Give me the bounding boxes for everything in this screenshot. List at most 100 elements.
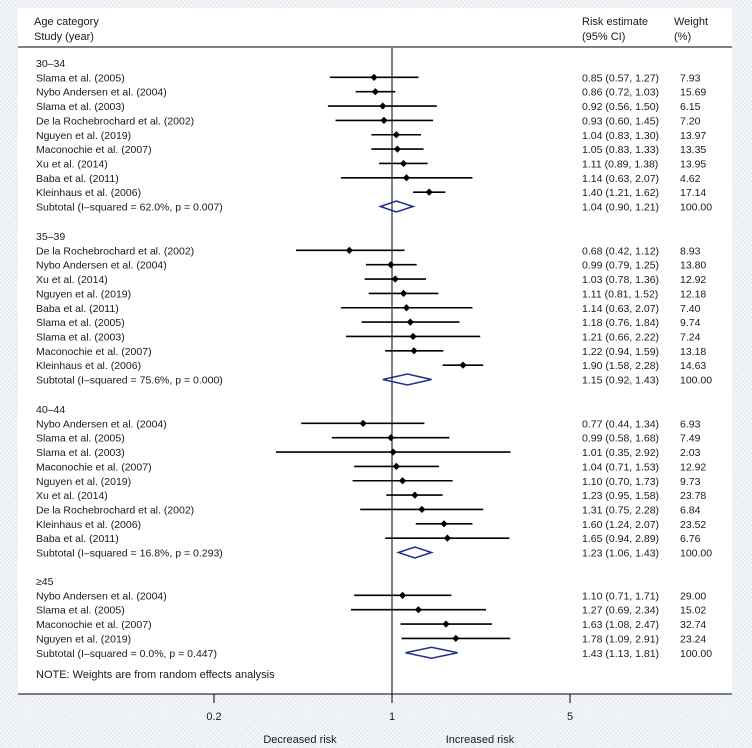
study-label: Nguyen et al. (2019)	[36, 476, 131, 488]
ci-value: 1.21 (0.66, 2.22)	[582, 331, 659, 343]
weight-value: 13.80	[680, 260, 706, 272]
study-label: De la Rochebrochard et al. (2002)	[36, 245, 194, 257]
weight-value: 7.20	[680, 115, 701, 127]
study-label: Baba et al. (2011)	[36, 303, 119, 315]
ci-value: 1.04 (0.83, 1.30)	[582, 130, 659, 142]
ci-value: 0.68 (0.42, 1.12)	[582, 245, 659, 257]
ci-value: 0.85 (0.57, 1.27)	[582, 72, 659, 84]
point-estimate-marker	[398, 591, 407, 599]
study-label: Slama et al. (2005)	[36, 317, 125, 329]
study-label: Slama et al. (2003)	[36, 447, 125, 459]
weight-value: 23.78	[680, 490, 706, 502]
subtotal-label: Subtotal (I–squared = 75.6%, p = 0.000)	[36, 375, 223, 387]
study-label: Nybo Andersen et al. (2004)	[36, 590, 167, 602]
header-weight-unit: (%)	[674, 31, 691, 43]
ci-value: 1.65 (0.94, 2.89)	[582, 533, 659, 545]
subtotal-weight-value: 100.00	[680, 548, 712, 560]
study-label: Baba et al. (2011)	[36, 173, 119, 185]
study-label: Slama et al. (2005)	[36, 605, 125, 617]
subtotal-weight-value: 100.00	[680, 375, 712, 387]
weight-value: 23.52	[680, 519, 706, 531]
point-estimate-marker	[387, 261, 395, 269]
header-weight: Weight	[674, 16, 708, 28]
weight-value: 8.93	[680, 245, 701, 257]
weight-value: 13.35	[680, 144, 706, 156]
study-label: Slama et al. (2005)	[36, 72, 125, 84]
weight-value: 6.84	[680, 504, 701, 516]
study-label: De la Rochebrochard et al. (2002)	[36, 504, 194, 516]
subtotal-diamond	[382, 373, 432, 386]
x-tick-label: 1	[389, 711, 395, 723]
ci-value: 1.31 (0.75, 2.28)	[582, 504, 659, 516]
weight-value: 29.00	[680, 590, 706, 602]
weight-value: 15.02	[680, 605, 706, 617]
ci-value: 1.23 (0.95, 1.58)	[582, 490, 659, 502]
point-estimate-marker	[402, 174, 411, 182]
ci-value: 1.18 (0.76, 1.84)	[582, 317, 659, 329]
ci-value: 0.86 (0.72, 1.03)	[582, 87, 659, 99]
study-label: Nybo Andersen et al. (2004)	[36, 260, 167, 272]
ci-value: 1.78 (1.09, 2.91)	[582, 633, 659, 645]
ci-value: 1.63 (1.08, 2.47)	[582, 619, 659, 631]
point-estimate-marker	[418, 505, 426, 514]
point-estimate-marker	[406, 318, 414, 326]
weight-value: 15.69	[680, 87, 706, 99]
subtotal-diamond	[396, 546, 434, 559]
increased-risk-label: Increased risk	[446, 734, 515, 746]
point-estimate-marker	[399, 159, 408, 168]
header-risk-estimate: Risk estimate	[582, 16, 648, 28]
study-label: De la Rochebrochard et al. (2002)	[36, 115, 194, 127]
weight-value: 13.97	[680, 130, 706, 142]
ci-value: 1.60 (1.24, 2.07)	[582, 519, 659, 531]
point-estimate-marker	[443, 534, 451, 542]
ci-value: 1.03 (0.78, 1.36)	[582, 274, 659, 286]
point-estimate-marker	[459, 361, 467, 369]
ci-value: 1.14 (0.63, 2.07)	[582, 303, 659, 315]
ci-value: 0.92 (0.56, 1.50)	[582, 101, 659, 113]
weight-value: 32.74	[680, 619, 706, 631]
point-estimate-marker	[359, 419, 367, 427]
ci-value: 1.04 (0.71, 1.53)	[582, 461, 659, 473]
subtotal-ci-value: 1.43 (1.13, 1.81)	[582, 648, 659, 660]
weight-value: 7.24	[680, 331, 701, 343]
point-estimate-marker	[440, 520, 448, 528]
ci-value: 1.11 (0.89, 1.38)	[582, 158, 658, 170]
header-study-year: Study (year)	[34, 31, 94, 43]
ci-value: 1.27 (0.69, 2.34)	[582, 605, 659, 617]
subtotal-weight-value: 100.00	[680, 202, 712, 214]
weight-value: 2.03	[680, 447, 701, 459]
subtotal-ci-value: 1.04 (0.90, 1.21)	[582, 202, 659, 214]
point-estimate-marker	[387, 434, 395, 442]
weight-value: 23.24	[680, 633, 706, 645]
weight-value: 9.73	[680, 476, 701, 488]
point-estimate-marker	[392, 131, 400, 139]
weight-value: 6.15	[680, 101, 701, 113]
subtotal-label: Subtotal (I–squared = 16.8%, p = 0.293)	[36, 548, 223, 560]
group-label: 30–34	[36, 58, 65, 70]
study-label: Nguyen et al. (2019)	[36, 633, 131, 645]
point-estimate-marker	[414, 606, 423, 614]
point-estimate-marker	[393, 145, 401, 153]
weight-value: 6.76	[680, 533, 701, 545]
weight-value: 14.63	[680, 360, 706, 372]
weight-value: 12.18	[680, 288, 706, 300]
subtotal-label: Subtotal (I–squared = 0.0%, p = 0.447)	[36, 648, 217, 660]
weight-value: 17.14	[680, 187, 706, 199]
ci-value: 1.10 (0.70, 1.73)	[582, 476, 659, 488]
ci-value: 0.99 (0.79, 1.25)	[582, 260, 659, 272]
study-label: Nguyen et al. (2019)	[36, 288, 131, 300]
study-label: Slama et al. (2003)	[36, 331, 125, 343]
ci-value: 1.01 (0.35, 2.92)	[582, 447, 659, 459]
header-age-category: Age category	[34, 16, 99, 28]
weights-note: NOTE: Weights are from random effects an…	[36, 669, 275, 681]
point-estimate-marker	[410, 347, 418, 355]
study-label: Maconochie et al. (2007)	[36, 461, 152, 473]
weight-value: 9.74	[680, 317, 701, 329]
study-label: Maconochie et al. (2007)	[36, 619, 152, 631]
point-estimate-marker	[345, 246, 353, 254]
ci-value: 0.93 (0.60, 1.45)	[582, 115, 659, 127]
weight-value: 6.93	[680, 418, 701, 430]
study-label: Kleinhaus et al. (2006)	[36, 519, 141, 531]
weight-value: 7.40	[680, 303, 701, 315]
